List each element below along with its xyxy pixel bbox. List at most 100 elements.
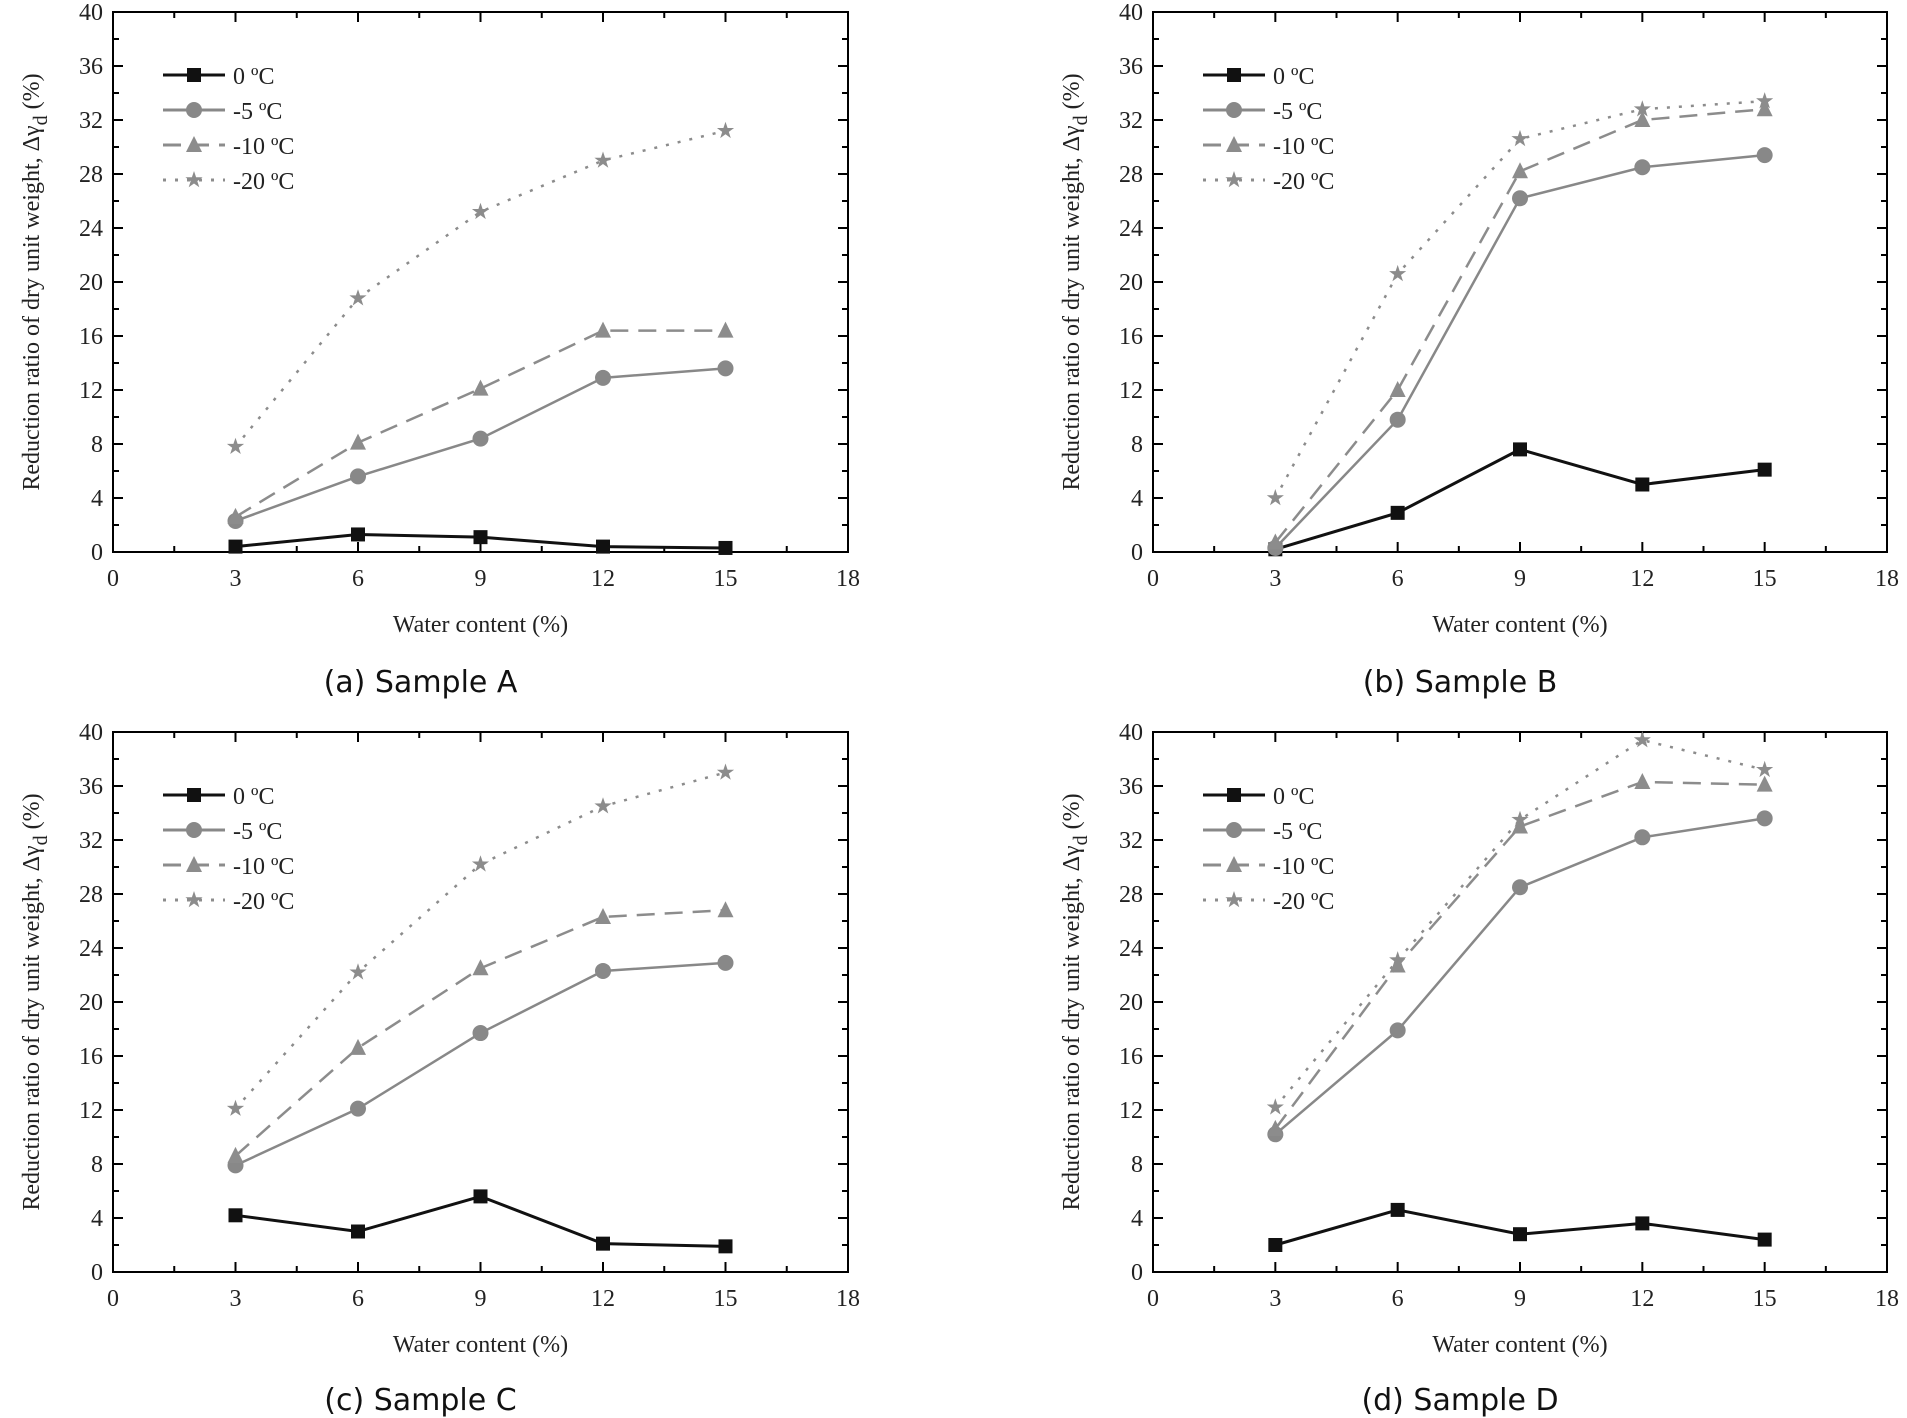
- legend-label: -10 ºC: [1273, 854, 1334, 880]
- series-line: [234, 329, 726, 518]
- data-point-circle: [1512, 190, 1528, 207]
- legend-marker-star: [1225, 171, 1243, 188]
- data-point-star: [716, 121, 735, 139]
- data-point-triangle: [595, 321, 611, 338]
- x-tick-label: 0: [107, 1286, 119, 1312]
- y-tick-label: 24: [79, 936, 103, 962]
- x-tick-label: 9: [1514, 566, 1526, 592]
- data-point-circle: [1634, 159, 1651, 176]
- data-point-triangle: [1512, 162, 1528, 179]
- data-point-square: [351, 1224, 365, 1239]
- data-point-star: [594, 797, 612, 814]
- series-line: [234, 771, 726, 1110]
- legend-label: -20 ºC: [1273, 169, 1334, 195]
- data-point-triangle: [227, 507, 244, 524]
- data-point-star: [1756, 92, 1774, 109]
- data-point-square: [228, 1208, 243, 1223]
- legend-marker-star: [1225, 891, 1243, 908]
- series-line: [234, 961, 726, 1167]
- y-axis-title: Reduction ratio of dry unit weight, Δγd …: [1059, 793, 1092, 1210]
- x-tick-label: 12: [1630, 1286, 1654, 1312]
- data-point-circle: [1512, 879, 1528, 896]
- x-tick-label: 18: [836, 566, 860, 592]
- series-0: 0 ºC: [163, 64, 733, 555]
- series-0: 0 ºC: [163, 784, 733, 1254]
- x-axis-title: Water content (%): [393, 1332, 568, 1358]
- x-tick-label: 15: [1753, 1286, 1777, 1312]
- y-axis-title: Reduction ratio of dry unit weight, Δγd …: [19, 73, 52, 490]
- series-1: -5 ºC: [1203, 99, 1773, 556]
- data-point-triangle: [1756, 775, 1773, 792]
- x-tick-label: 18: [1875, 566, 1899, 592]
- data-point-square: [596, 1236, 610, 1251]
- data-point-star: [226, 1099, 245, 1116]
- y-tick-label: 40: [79, 0, 103, 26]
- legend-marker-star: [185, 891, 203, 908]
- legend-marker-triangle: [1226, 856, 1242, 872]
- data-point-circle: [1389, 1022, 1406, 1039]
- x-tick-label: 9: [475, 566, 487, 592]
- data-point-triangle: [472, 959, 489, 976]
- y-tick-label: 36: [1119, 54, 1143, 80]
- y-tick-label: 12: [79, 1098, 103, 1124]
- y-axis-title-suffix: (%): [19, 73, 45, 115]
- series-2: -10 ºC: [163, 134, 734, 524]
- y-axis-title-subscript: d: [30, 115, 52, 125]
- y-tick-label: 40: [1119, 0, 1143, 26]
- y-tick-label: 28: [79, 162, 103, 188]
- series-line: [1274, 99, 1765, 499]
- data-point-triangle: [472, 379, 489, 396]
- legend-marker-square: [1227, 788, 1241, 802]
- x-axis-title: Water content (%): [393, 612, 568, 638]
- series-0: 0 ºC: [1203, 64, 1772, 557]
- y-tick-label: 0: [1131, 1260, 1143, 1286]
- x-tick-label: 9: [475, 1286, 487, 1312]
- data-point-star: [1389, 264, 1407, 282]
- x-tick-label: 15: [714, 566, 738, 592]
- legend-marker-circle: [186, 102, 202, 118]
- chart-caption: (c) Sample C: [324, 1383, 516, 1418]
- y-tick-label: 8: [1131, 1152, 1143, 1178]
- series-2: -10 ºC: [163, 854, 734, 1163]
- legend-marker-square: [187, 68, 201, 82]
- data-point-square: [473, 530, 488, 545]
- y-tick-label: 8: [1131, 432, 1143, 458]
- data-point-star: [471, 202, 490, 220]
- legend-label: -5 ºC: [1273, 99, 1322, 125]
- data-point-star: [471, 855, 490, 872]
- x-tick-label: 3: [230, 566, 242, 592]
- y-axis-title-main: Reduction ratio of dry unit weight, Δγ: [1059, 845, 1085, 1211]
- plot-frame: [1152, 11, 1888, 553]
- data-point-star: [1756, 760, 1774, 778]
- legend-label: 0 ºC: [1273, 784, 1314, 810]
- legend-label: -20 ºC: [233, 169, 294, 195]
- legend-marker-square: [187, 788, 201, 802]
- chart-caption: (d) Sample D: [1361, 1383, 1558, 1418]
- data-point-triangle: [717, 321, 734, 338]
- y-tick-label: 32: [1119, 108, 1143, 134]
- x-tick-label: 3: [1269, 1286, 1281, 1312]
- legend-marker-triangle: [1226, 136, 1242, 152]
- data-point-star: [349, 289, 367, 306]
- y-tick-label: 8: [91, 432, 103, 458]
- data-point-triangle: [1267, 533, 1284, 550]
- y-axis-title-main: Reduction ratio of dry unit weight, Δγ: [19, 845, 45, 1211]
- x-tick-label: 15: [1753, 566, 1777, 592]
- y-axis-title-subscript: d: [30, 835, 52, 845]
- chart-caption: (b) Sample B: [1363, 665, 1558, 700]
- series-0: 0 ºC: [1203, 784, 1772, 1252]
- data-point-square: [1513, 442, 1527, 457]
- data-point-star: [1633, 100, 1651, 117]
- y-axis-title-subscript: d: [1070, 115, 1092, 125]
- y-tick-label: 12: [79, 378, 103, 404]
- y-tick-label: 32: [79, 828, 103, 854]
- y-axis-title-suffix: (%): [19, 793, 45, 835]
- data-point-square: [1513, 1227, 1527, 1242]
- data-point-square: [1635, 477, 1650, 492]
- y-tick-label: 4: [91, 1206, 103, 1232]
- data-point-square: [596, 539, 610, 554]
- data-point-square: [1390, 505, 1405, 520]
- x-tick-label: 0: [107, 566, 119, 592]
- y-tick-label: 40: [1119, 720, 1143, 746]
